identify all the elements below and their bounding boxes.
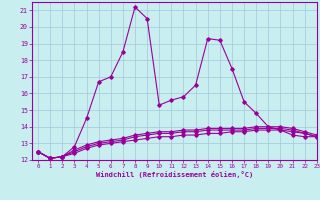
X-axis label: Windchill (Refroidissement éolien,°C): Windchill (Refroidissement éolien,°C) (96, 171, 253, 178)
